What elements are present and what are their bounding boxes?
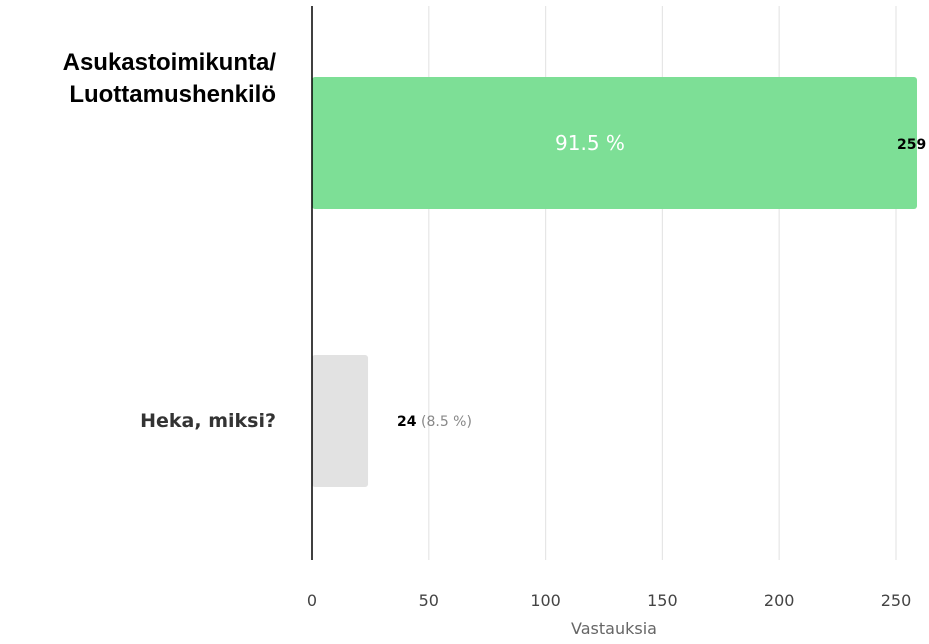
category-label: Heka, miksi? [140,410,276,432]
x-tick-label: 0 [307,591,317,610]
x-tick-label: 100 [530,591,561,610]
bar [312,355,369,487]
bar-percent-label: (8.5 %) [421,414,472,430]
x-tick-label: 50 [419,591,439,610]
bar [312,77,917,209]
bar-value-label: 24 [397,414,417,430]
bars [312,77,917,487]
category-label: Asukastoimikunta/Luottamushenkilö [63,49,277,108]
value-labels: 91.5 % 259 24 (8.5 %) [397,131,926,430]
bar-percent-label: 91.5 % [555,131,625,155]
x-axis-label: Vastauksia [571,619,657,638]
x-tick-labels: 0 50 100 150 200 250 [307,591,911,610]
x-tick-label: 200 [764,591,795,610]
x-tick-label: 150 [647,591,678,610]
category-labels: Asukastoimikunta/Luottamushenkilö Heka, m… [63,49,277,432]
x-tick-label: 250 [881,591,912,610]
bar-value-label: 259 [897,137,926,153]
